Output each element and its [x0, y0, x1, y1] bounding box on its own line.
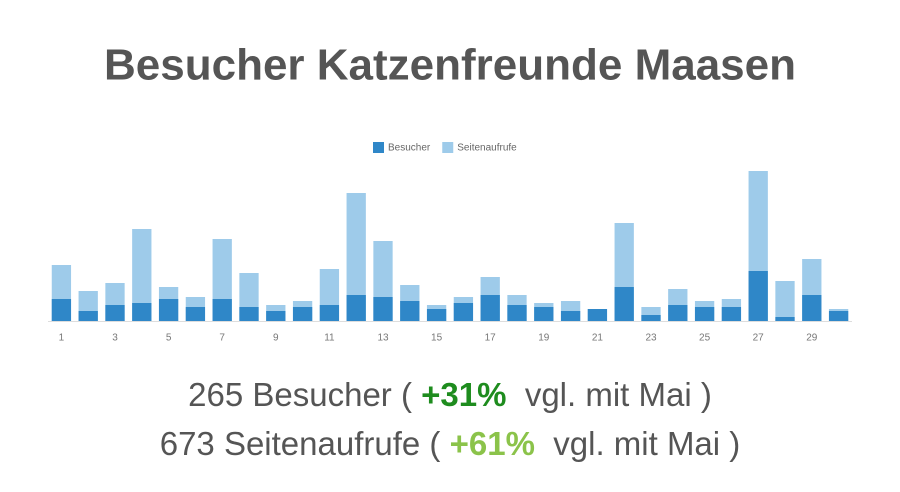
- summary-lead: 265 Besucher (: [188, 376, 412, 413]
- bar: [668, 305, 688, 321]
- x-tick-label: 1: [59, 333, 65, 344]
- x-tick-label: 3: [112, 333, 118, 344]
- bar: [694, 307, 715, 321]
- bar: [802, 295, 822, 321]
- legend-swatch: [373, 142, 384, 153]
- bar: [453, 303, 474, 321]
- x-tick-label: 19: [538, 333, 550, 344]
- bar: [828, 311, 849, 321]
- bar: [105, 305, 125, 321]
- legend-label: Seitenaufrufe: [457, 143, 517, 154]
- bar: [507, 305, 527, 321]
- bar: [132, 303, 152, 321]
- summary-line: 673 Seitenaufrufe ( +61% vgl. mit Mai ): [0, 425, 900, 463]
- x-tick-label: 9: [273, 333, 279, 344]
- bar: [239, 307, 259, 321]
- x-tick-label: 15: [431, 333, 443, 344]
- bar: [534, 307, 554, 321]
- summary-change: +31%: [421, 376, 507, 413]
- x-tick-label: 21: [592, 333, 604, 344]
- bar: [587, 309, 608, 321]
- x-tick-label: 13: [377, 333, 389, 344]
- chart-title: Besucher Katzenfreunde Maasen: [104, 41, 796, 90]
- summary-lead: 673 Seitenaufrufe (: [159, 425, 441, 462]
- bar: [346, 295, 366, 321]
- bar: [212, 299, 232, 321]
- x-tick-label: 5: [166, 333, 172, 344]
- bar: [400, 301, 420, 321]
- bar: [185, 307, 206, 321]
- legend-swatch: [442, 142, 454, 153]
- summary-line: 265 Besucher ( +31% vgl. mit Mai ): [0, 376, 900, 414]
- bar: [775, 317, 795, 321]
- bar: [78, 311, 98, 321]
- x-tick-label: 11: [324, 333, 335, 344]
- x-tick-label: 23: [645, 333, 657, 344]
- bar: [292, 307, 313, 321]
- bar: [373, 297, 393, 321]
- x-tick-label: 25: [699, 333, 711, 344]
- bar: [614, 287, 634, 321]
- bar: [775, 281, 795, 321]
- bar: [480, 295, 500, 321]
- bar: [346, 193, 366, 321]
- x-tick-label: 17: [485, 333, 497, 344]
- x-tick-label: 27: [753, 333, 765, 344]
- bar: [319, 305, 340, 321]
- bar: [721, 307, 742, 321]
- bar: [132, 229, 152, 321]
- x-tick-label: 7: [219, 333, 225, 344]
- summary-tail: vgl. mit Mai ): [553, 425, 741, 462]
- bar: [560, 311, 581, 321]
- bar: [641, 315, 661, 321]
- summary-change: +61%: [449, 425, 535, 462]
- bar: [266, 311, 286, 321]
- legend-label: Besucher: [388, 143, 431, 154]
- bar: [426, 309, 447, 321]
- summary-tail: vgl. mit Mai ): [524, 376, 712, 413]
- bar: [748, 271, 768, 321]
- bar: [51, 299, 72, 321]
- x-tick-label: 29: [806, 333, 818, 344]
- bar: [158, 299, 179, 321]
